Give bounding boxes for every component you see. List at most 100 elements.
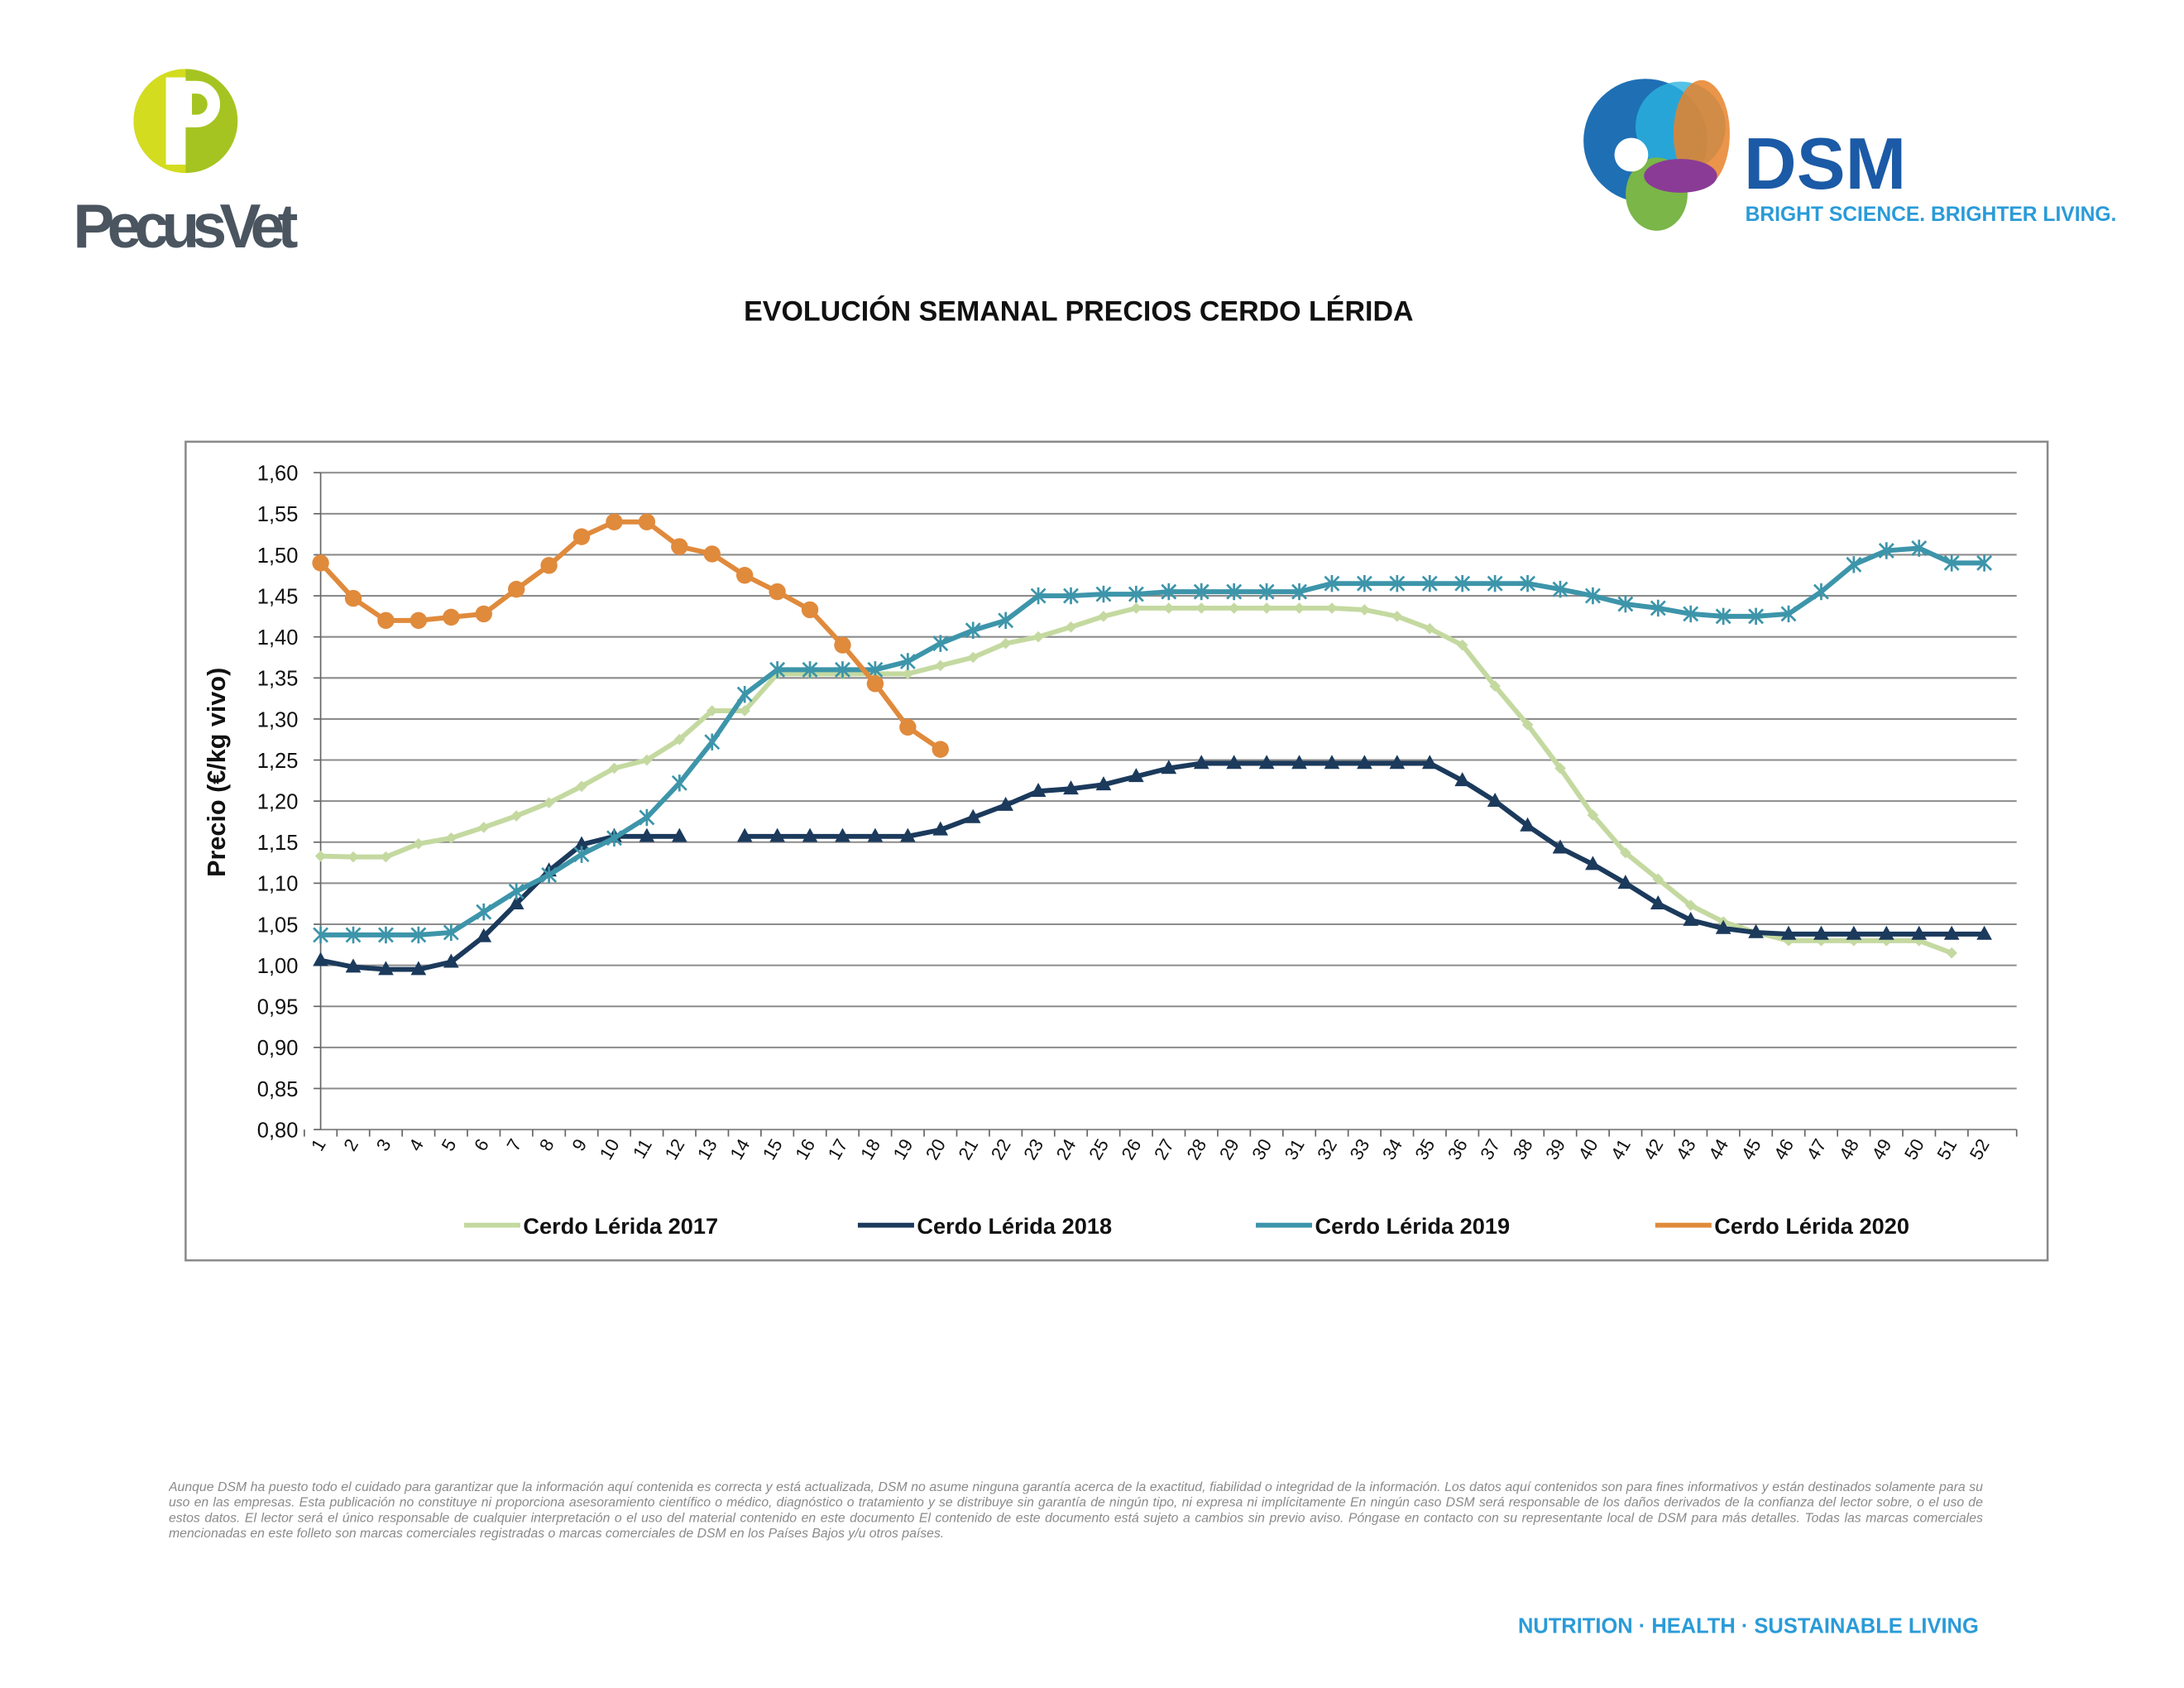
marker — [639, 808, 655, 827]
marker — [508, 894, 524, 909]
marker — [867, 827, 884, 842]
dsm-icon — [1644, 159, 1717, 193]
marker — [572, 528, 591, 545]
legend-label: Cerdo Lérida 2018 — [917, 1213, 1112, 1239]
marker — [1063, 780, 1079, 795]
marker — [735, 567, 754, 584]
marker — [1521, 719, 1534, 731]
marker — [1261, 602, 1272, 614]
marker — [1554, 762, 1566, 774]
marker — [1226, 583, 1243, 601]
marker — [347, 851, 359, 863]
y-tick-label: 1,00 — [257, 955, 299, 978]
marker — [1652, 873, 1664, 885]
marker — [1943, 554, 1960, 572]
marker — [1617, 875, 1634, 890]
y-tick-label: 1,10 — [257, 873, 299, 896]
marker — [1813, 925, 1829, 940]
marker — [1098, 611, 1109, 622]
marker — [1715, 919, 1731, 934]
marker — [1683, 605, 1699, 623]
marker — [377, 611, 395, 630]
marker — [1291, 755, 1307, 770]
y-tick-label: 1,25 — [257, 750, 299, 773]
marker — [312, 554, 329, 572]
marker — [443, 923, 459, 942]
marker — [1421, 574, 1438, 592]
marker — [1715, 607, 1731, 626]
marker — [1358, 604, 1371, 616]
marker — [638, 513, 656, 530]
logo-p-bowl — [179, 80, 221, 127]
marker — [1587, 809, 1599, 821]
marker — [769, 583, 786, 601]
marker — [1911, 539, 1928, 557]
marker — [801, 601, 819, 619]
marker — [1454, 772, 1471, 787]
marker — [1161, 760, 1177, 774]
marker — [932, 635, 949, 652]
marker — [1650, 599, 1666, 617]
marker — [736, 827, 753, 842]
marker — [1193, 755, 1209, 770]
marker — [378, 961, 394, 976]
marker — [543, 797, 555, 808]
marker — [1520, 817, 1535, 832]
marker — [1293, 602, 1305, 614]
marker — [932, 741, 949, 758]
marker — [1878, 925, 1894, 940]
marker — [1095, 776, 1112, 791]
marker — [1128, 768, 1144, 783]
marker — [932, 821, 949, 836]
marker — [1684, 899, 1697, 911]
marker — [1748, 923, 1764, 938]
marker — [1846, 925, 1862, 940]
marker — [965, 621, 981, 639]
marker — [573, 846, 590, 863]
y-axis-label: Precio (€/kg vivo) — [203, 668, 231, 877]
marker — [1584, 587, 1601, 605]
marker — [1487, 574, 1503, 592]
marker — [380, 851, 392, 863]
marker — [410, 961, 427, 976]
marker — [1163, 602, 1175, 614]
series-line — [320, 545, 1985, 938]
y-tick-label: 0,95 — [257, 996, 299, 1019]
marker — [313, 952, 328, 966]
marker — [1356, 574, 1372, 592]
slogan: NUTRITION · HEALTH · SUSTAINABLE LIVING — [1518, 1615, 1979, 1638]
marker — [1520, 574, 1536, 592]
marker — [1421, 755, 1438, 770]
marker — [1195, 602, 1208, 614]
marker — [1748, 607, 1765, 626]
y-tick-label: 1,40 — [257, 626, 299, 650]
marker — [1226, 755, 1243, 770]
y-tick-label: 1,20 — [257, 791, 299, 814]
chart-frame — [184, 440, 2049, 1262]
marker — [1193, 583, 1209, 601]
y-tick-label: 0,90 — [257, 1037, 299, 1060]
marker — [1030, 587, 1046, 605]
disclaimer-box: Aunque DSM ha puesto todo el cuidado par… — [169, 1479, 1983, 1541]
marker — [965, 808, 981, 823]
marker — [410, 611, 428, 630]
marker — [1357, 755, 1372, 770]
marker — [1487, 792, 1503, 807]
y-tick-label: 0,80 — [257, 1119, 299, 1142]
marker — [769, 661, 786, 679]
marker — [1324, 574, 1340, 592]
marker — [606, 829, 622, 847]
dsm-tagline: BRIGHT SCIENCE. BRIGHTER LIVING. — [1746, 204, 2117, 226]
marker — [1911, 925, 1928, 940]
marker — [443, 953, 459, 968]
marker — [476, 928, 492, 942]
marker — [1846, 556, 1862, 573]
marker — [344, 589, 362, 607]
marker — [345, 926, 362, 944]
marker — [900, 827, 916, 842]
marker — [1454, 574, 1471, 592]
y-tick-label: 1,50 — [257, 544, 299, 568]
marker — [1063, 587, 1079, 605]
marker — [541, 866, 558, 884]
marker — [1065, 621, 1077, 633]
